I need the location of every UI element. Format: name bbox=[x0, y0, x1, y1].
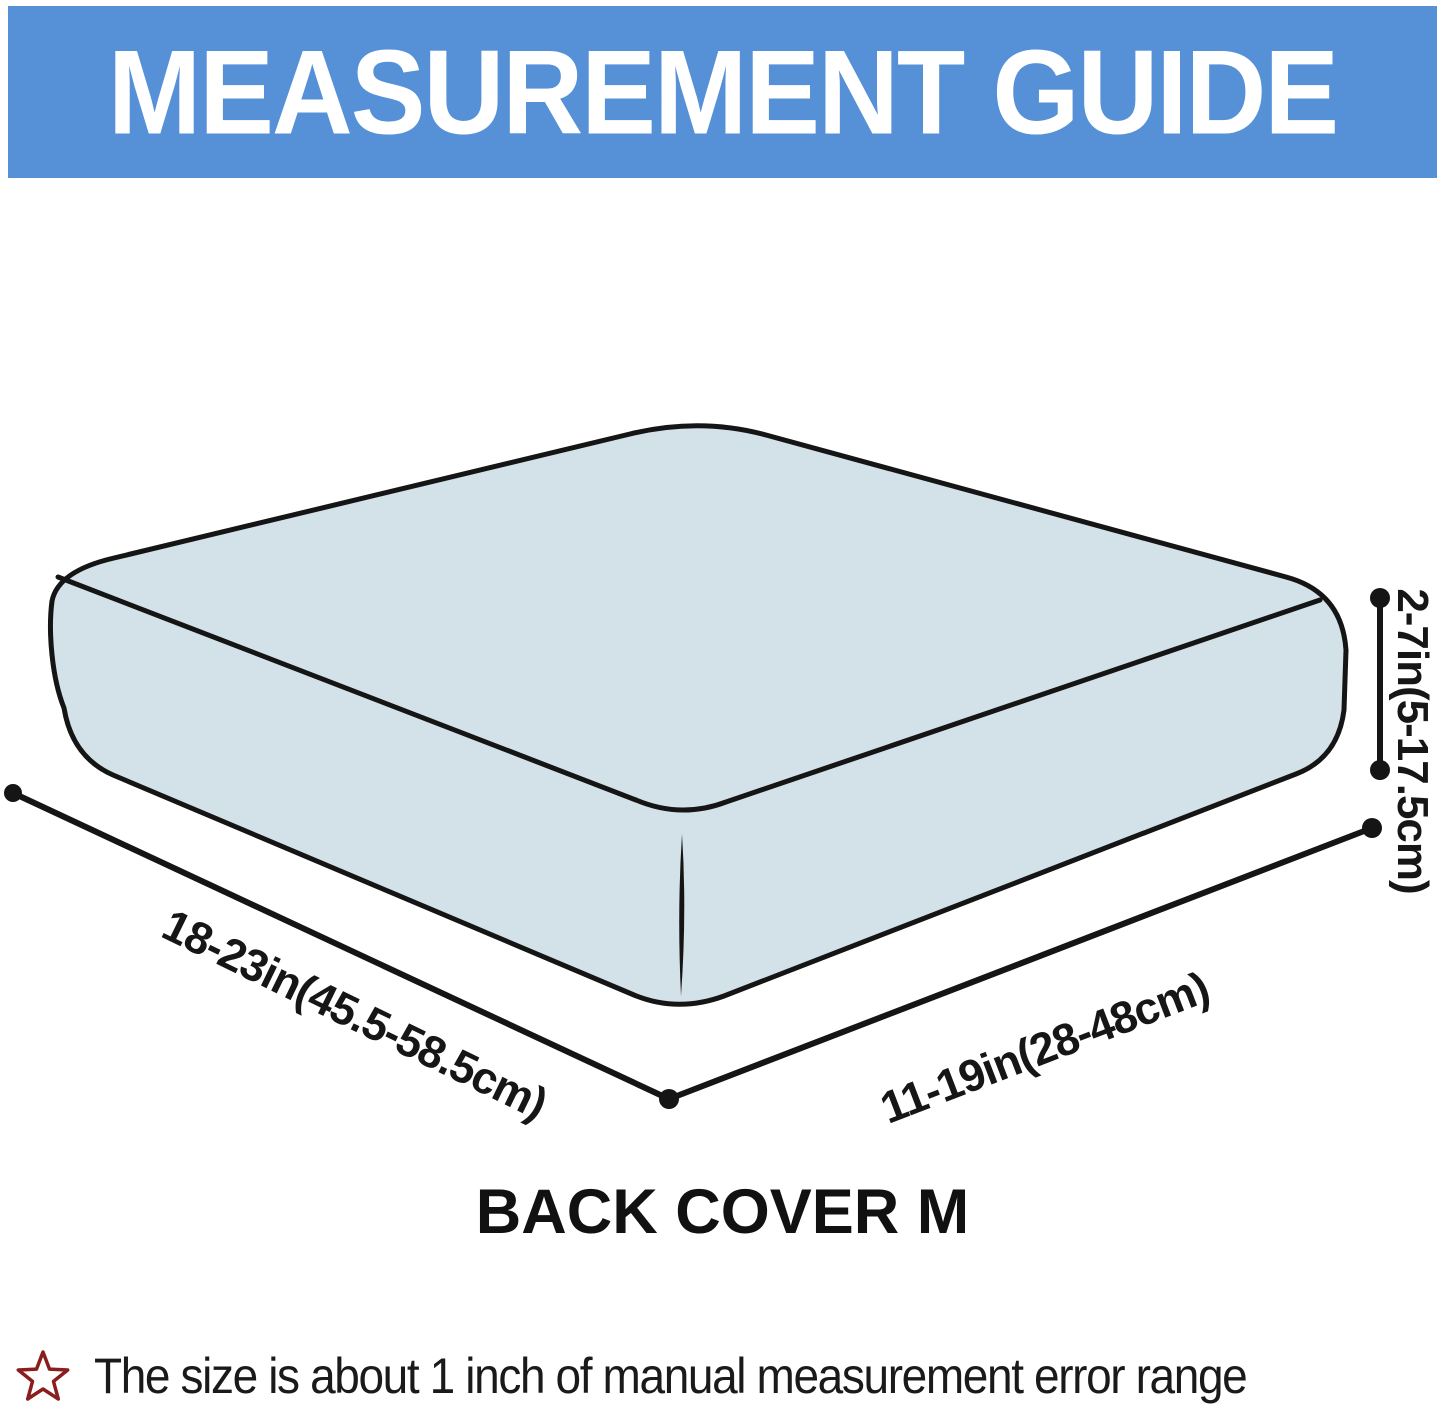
depth-dimension-line bbox=[666, 825, 1375, 1102]
cushion-top-face-edge bbox=[55, 574, 1323, 813]
width-dimension-line bbox=[10, 790, 672, 1102]
dimension-endpoint-dot bbox=[4, 784, 22, 802]
height-dimension-label: 2-7in(5-17.5cm) bbox=[1388, 588, 1437, 893]
dimension-endpoint-dot bbox=[1370, 760, 1390, 780]
cushion-front-seam bbox=[679, 834, 685, 996]
dimension-endpoint-dot bbox=[659, 1089, 679, 1109]
dimension-endpoint-dot bbox=[1370, 588, 1390, 608]
product-title: BACK COVER M bbox=[475, 1177, 970, 1247]
star-outline bbox=[16, 1350, 70, 1401]
page-title: MEASUREMENT GUIDE bbox=[107, 25, 1339, 159]
footnote-text: The size is about 1 inch of manual measu… bbox=[94, 1348, 1248, 1404]
dimension-endpoint-dot bbox=[1362, 818, 1382, 838]
cushion-body bbox=[48, 423, 1349, 1007]
dimension-lines bbox=[4, 588, 1390, 1109]
cushion-illustration bbox=[48, 423, 1349, 1007]
depth-dimension-label: 11-19in(28-48cm) bbox=[873, 962, 1215, 1134]
footnote: The size is about 1 inch of manual measu… bbox=[16, 1340, 1445, 1412]
star-icon bbox=[16, 1350, 70, 1401]
header-banner: MEASUREMENT GUIDE bbox=[8, 6, 1437, 178]
